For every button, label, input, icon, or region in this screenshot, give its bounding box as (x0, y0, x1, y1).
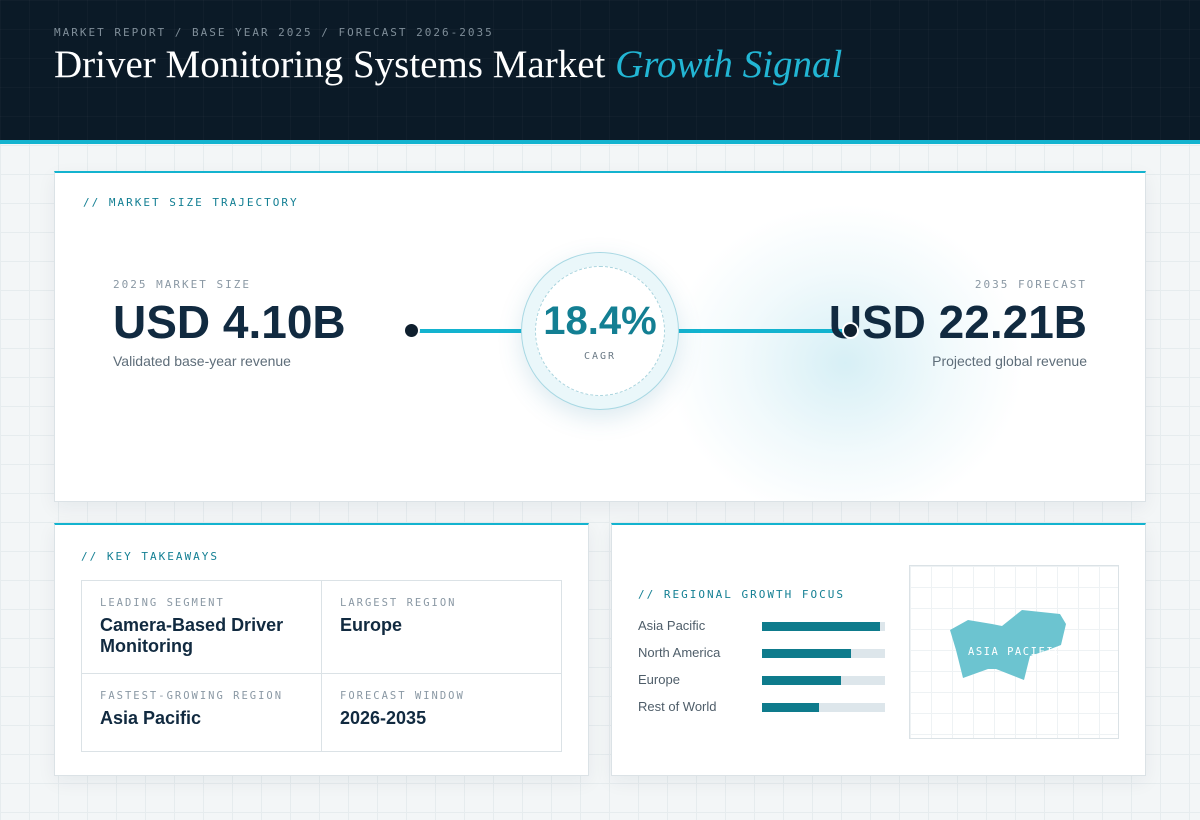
region-bar-name: Europe (638, 672, 680, 687)
end-kpi-subtitle: Projected global revenue (932, 353, 1087, 369)
region-bar-track (762, 649, 885, 658)
cagr-label: CAGR (583, 351, 617, 362)
page-title: Driver Monitoring Systems Market Growth … (54, 42, 842, 87)
asia-pacific-shape (950, 610, 1066, 680)
takeaway-value: 2026-2035 (340, 708, 427, 728)
takeaway-label: FASTEST-GROWING REGION (100, 690, 284, 702)
takeaways-grid: LEADING SEGMENT Camera-Based Driver Moni… (81, 580, 562, 752)
asia-pacific-map-icon (950, 610, 1066, 680)
region-bar-row: Rest of World (638, 699, 886, 714)
takeaway-value: Camera-Based Driver Monitoring (100, 615, 284, 656)
page-title-main: Driver Monitoring Systems Market (54, 43, 606, 86)
region-bar-fill (762, 703, 819, 712)
trajectory-end-dot (842, 322, 859, 339)
page-header: MARKET REPORT / BASE YEAR 2025 / FORECAS… (0, 0, 1200, 144)
region-bar-name: Asia Pacific (638, 618, 706, 633)
region-bar-name: Rest of World (638, 699, 717, 714)
start-kpi-label: 2025 MARKET SIZE (113, 278, 251, 291)
cagr-badge: 18.4% CAGR (521, 252, 679, 410)
map-region-label: ASIA PACIFIC (968, 646, 1062, 658)
takeaway-forecast-window: FORECAST WINDOW 2026-2035 (321, 673, 561, 751)
region-bar-fill (762, 622, 881, 631)
takeaway-label: LEADING SEGMENT (100, 597, 225, 609)
region-map: ASIA PACIFIC (909, 565, 1119, 739)
start-kpi-value: USD 4.10B (113, 296, 346, 348)
region-bar-track (762, 676, 885, 685)
key-takeaways-panel: // KEY TAKEAWAYS LEADING SEGMENT Camera-… (54, 523, 589, 776)
region-bar-row: North America (638, 645, 886, 660)
takeaway-value: Europe (340, 615, 403, 635)
trajectory-panel: // MARKET SIZE TRAJECTORY 2025 MARKET SI… (54, 171, 1146, 502)
trajectory-start-dot (403, 322, 420, 339)
region-bar-track (762, 703, 885, 712)
region-bar-row: Asia Pacific (638, 618, 886, 633)
page-title-accent: Growth Signal (615, 43, 843, 86)
takeaway-leading-segment: LEADING SEGMENT Camera-Based Driver Moni… (82, 581, 322, 674)
end-kpi-value: USD 22.21B (828, 296, 1087, 348)
region-bar-fill (762, 676, 841, 685)
region-bar-row: Europe (638, 672, 886, 687)
report-eyebrow: MARKET REPORT / BASE YEAR 2025 / FORECAS… (54, 26, 494, 39)
background-glow (665, 203, 1025, 501)
region-bar-track (762, 622, 885, 631)
takeaway-largest-region: LARGEST REGION Europe (321, 581, 561, 674)
start-kpi-subtitle: Validated base-year revenue (113, 353, 291, 369)
cagr-badge-inner (535, 266, 665, 396)
takeaway-label: FORECAST WINDOW (340, 690, 465, 702)
trajectory-panel-label: // MARKET SIZE TRAJECTORY (83, 196, 299, 209)
region-bar-fill (762, 649, 851, 658)
regional-growth-label: // REGIONAL GROWTH FOCUS (638, 588, 845, 601)
takeaway-value: Asia Pacific (100, 708, 202, 728)
cagr-value: 18.4% (543, 299, 657, 343)
takeaway-fastest-growing-region: FASTEST-GROWING REGION Asia Pacific (82, 673, 322, 751)
region-bar-name: North America (638, 645, 721, 660)
end-kpi-label: 2035 FORECAST (974, 278, 1087, 291)
takeaway-label: LARGEST REGION (340, 597, 457, 609)
key-takeaways-label: // KEY TAKEAWAYS (81, 550, 219, 563)
regional-growth-panel: // REGIONAL GROWTH FOCUS Asia Pacific No… (611, 523, 1146, 776)
